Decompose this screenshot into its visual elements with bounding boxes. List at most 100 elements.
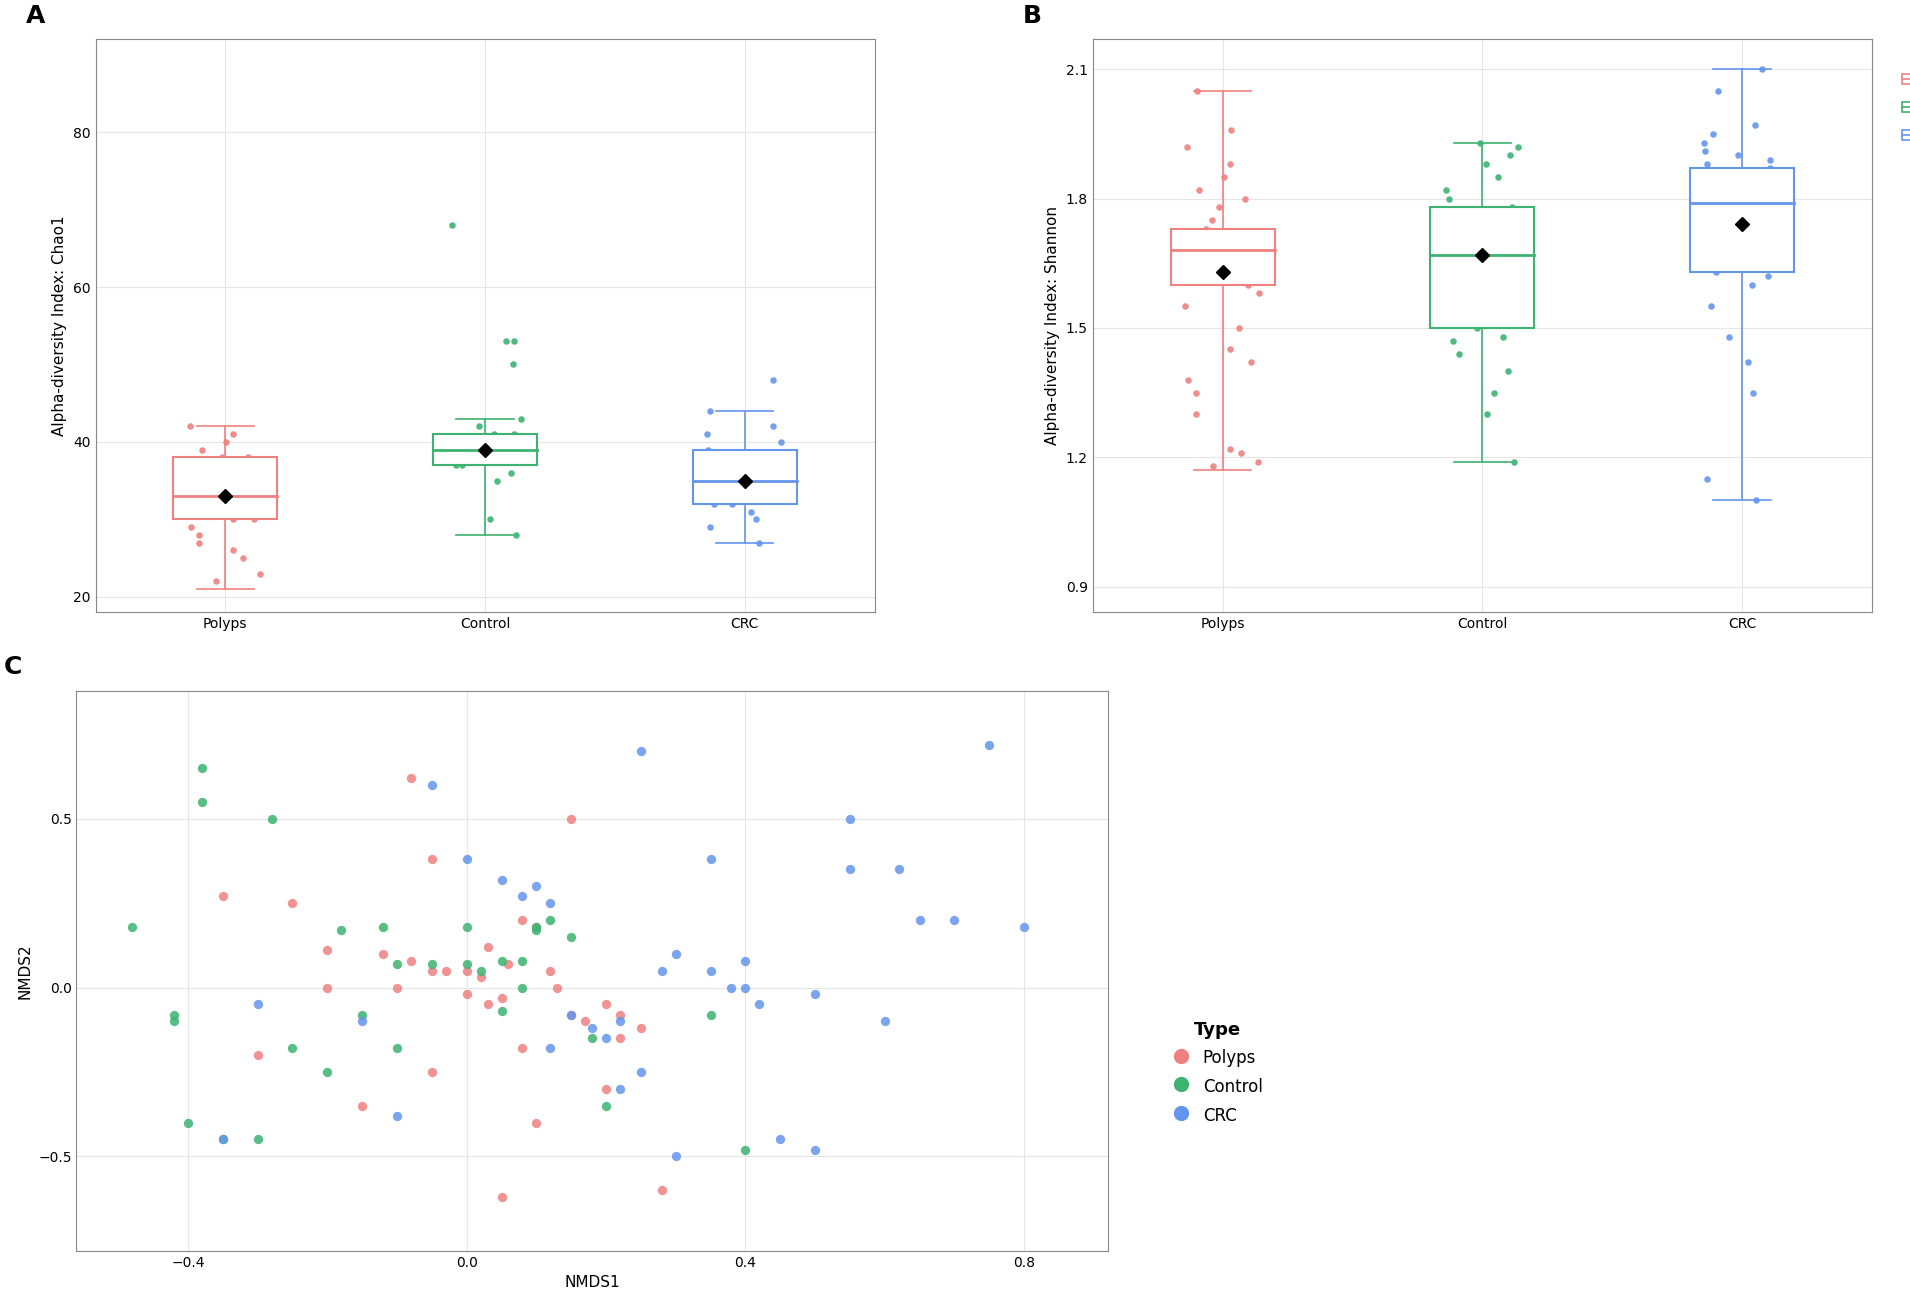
Point [447, 455, 478, 476]
Point [743, 532, 774, 552]
CRC [974, 734, 1005, 754]
Point [1740, 115, 1771, 136]
Point [1224, 318, 1255, 339]
Polyps [508, 909, 539, 930]
CRC [695, 850, 726, 870]
Point [206, 447, 237, 468]
CRC [835, 859, 865, 880]
Point [1215, 438, 1245, 459]
Point [185, 486, 216, 507]
Polyps [487, 988, 518, 1009]
Point [712, 463, 743, 483]
Point [493, 439, 523, 460]
Point [1198, 456, 1228, 477]
Control [521, 920, 552, 941]
Polyps [472, 937, 502, 958]
Polyps [521, 916, 552, 937]
Point [218, 509, 248, 530]
Point [1698, 210, 1729, 231]
Y-axis label: Alpha-diversity Index: Chao1: Alpha-diversity Index: Chao1 [52, 215, 67, 437]
Control [451, 916, 481, 937]
Polyps [369, 943, 399, 964]
Polyps [416, 1062, 447, 1083]
CRC [348, 1011, 378, 1032]
Point [1496, 197, 1526, 218]
Point [187, 486, 218, 507]
CRC [605, 1079, 636, 1100]
Polyps [542, 977, 573, 998]
Point [1490, 275, 1520, 296]
Control [172, 1113, 202, 1134]
Point [1698, 124, 1729, 145]
CRC [556, 1005, 586, 1025]
Text: C: C [4, 655, 23, 679]
CRC [716, 977, 747, 998]
CRC [208, 1130, 239, 1151]
Point [699, 494, 730, 515]
Point [1182, 81, 1213, 102]
Polyps [508, 1038, 539, 1059]
Point [1742, 490, 1772, 511]
Point [1755, 158, 1786, 179]
Polyps [451, 984, 481, 1005]
Point [1692, 468, 1723, 489]
Point [1729, 201, 1759, 222]
Point [237, 494, 267, 515]
Control [277, 1038, 308, 1059]
CRC [382, 1105, 413, 1126]
Control [348, 1005, 378, 1025]
Point [735, 502, 766, 523]
Control [159, 1011, 189, 1032]
Point [1217, 231, 1247, 251]
Point [1748, 59, 1778, 79]
Point [474, 509, 504, 530]
Point [499, 423, 529, 444]
Point [1242, 451, 1272, 472]
Point [1436, 253, 1467, 274]
Point [479, 423, 510, 444]
Point [1461, 223, 1492, 244]
Bar [693, 450, 796, 504]
Point [1173, 137, 1203, 158]
Control [243, 1130, 273, 1151]
Point [703, 478, 733, 499]
Point [1488, 326, 1518, 347]
Point [1692, 253, 1723, 274]
Polyps [646, 1179, 676, 1200]
Polyps [556, 808, 586, 829]
Y-axis label: Alpha-diversity Index: Shannon: Alpha-diversity Index: Shannon [1045, 206, 1060, 446]
Control [487, 1001, 518, 1022]
Point [1730, 188, 1761, 208]
Control [508, 950, 539, 971]
Point [478, 431, 508, 452]
Point [499, 331, 529, 352]
Point [183, 525, 214, 546]
Point [212, 478, 243, 499]
Point [441, 455, 472, 476]
Point [1438, 331, 1469, 352]
Point [1178, 223, 1209, 244]
Control [382, 954, 413, 975]
Control [159, 1005, 189, 1025]
Point [1440, 262, 1471, 283]
Point [439, 431, 470, 452]
Control [695, 1005, 726, 1025]
CRC [535, 893, 565, 913]
Point [491, 331, 521, 352]
CRC [940, 909, 970, 930]
Point [220, 463, 250, 483]
Point [1236, 352, 1266, 373]
Control [535, 909, 565, 930]
Point [732, 455, 762, 476]
Point [506, 408, 537, 429]
Point [1444, 344, 1475, 365]
CRC [800, 984, 831, 1005]
Point [218, 423, 248, 444]
Point [1476, 231, 1507, 251]
Polyps [451, 960, 481, 981]
Point [239, 509, 269, 530]
Point [1690, 171, 1721, 192]
Polyps [605, 1028, 636, 1049]
Point [1465, 132, 1496, 152]
CRC [745, 994, 775, 1015]
